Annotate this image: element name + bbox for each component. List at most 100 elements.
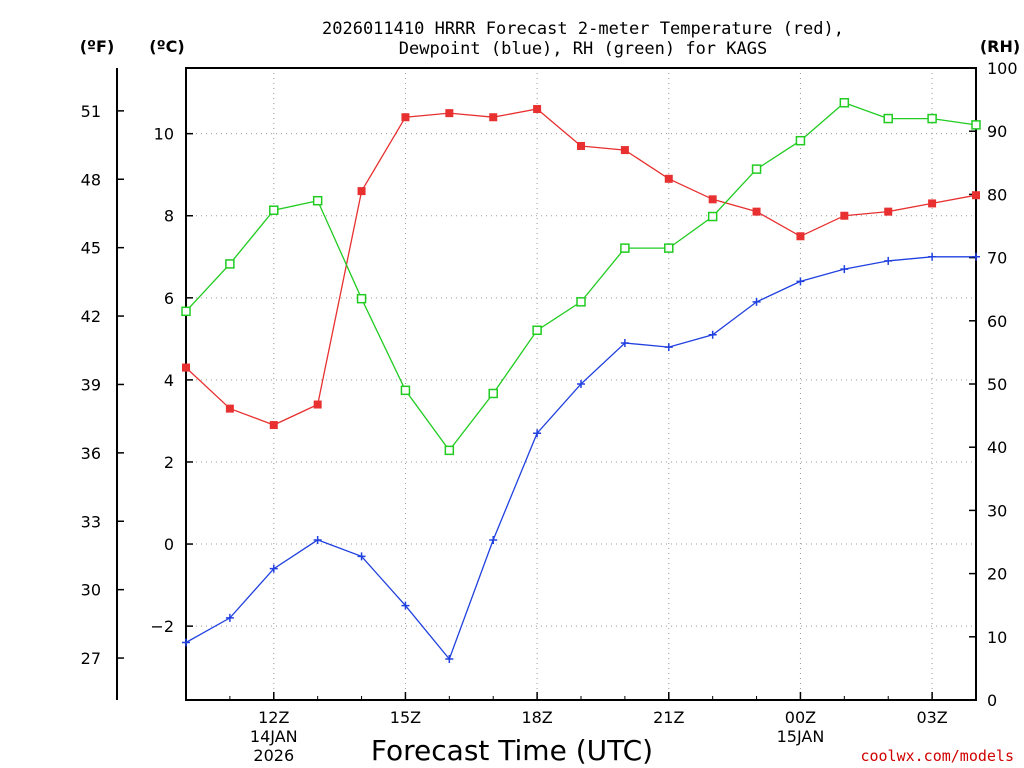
time-tick-label: 15Z [390,708,421,727]
rh-unit-label: (RH) [980,37,1020,56]
time-tick-label: 03Z [916,708,947,727]
dewpoint-marker [884,256,893,265]
temperature-marker [489,113,498,122]
rh-marker [795,135,806,146]
rh-tick-label: 90 [987,122,1007,141]
temperature-marker [577,141,585,150]
temperature-marker [972,191,980,200]
rh-marker [707,211,718,222]
credit-link[interactable]: coolwx.com/models [860,747,1014,765]
temperature-marker [269,421,278,430]
temperature-marker [620,146,629,155]
rh-marker [225,259,235,269]
dewpoint-marker [972,252,980,261]
fahrenheit-tick-label: 51 [81,102,101,121]
dewpoint-line [185,256,976,661]
dewpoint-marker [401,601,410,610]
celsius-tick-label: 6 [164,289,174,308]
date-label: 15JAN [777,727,825,746]
rh-marker [751,164,762,174]
dewpoint-marker [796,277,805,286]
dewpoint-marker [182,638,190,647]
temperature-marker [533,105,542,114]
temperature-marker [313,400,322,409]
celsius-tick-label: −2 [150,617,174,636]
fahrenheit-tick-label: 33 [81,512,101,531]
dewpoint-marker [445,654,454,663]
temperature-marker [928,199,937,208]
year-label: 2026 [253,746,294,765]
chart-title-line2: Dewpoint (blue), RH (green) for KAGS [399,39,767,59]
rh-marker [269,205,279,215]
fahrenheit-tick-label: 45 [81,239,101,258]
rh-tick-label: 100 [987,59,1018,78]
rh-tick-label: 60 [987,312,1007,331]
temperature-marker [708,195,717,204]
fahrenheit-tick-label: 39 [81,375,101,394]
rh-tick-label: 20 [987,565,1007,584]
temperature-marker [445,109,454,118]
rh-marker [181,306,191,317]
rh-marker [356,293,367,304]
dewpoint-marker [225,613,234,622]
time-tick-label: 18Z [521,708,552,727]
rh-marker [444,445,455,456]
rh-tick-label: 30 [987,501,1007,520]
x-axis-label: Forecast Time (UTC) [371,734,653,767]
rh-tick-label: 40 [987,438,1007,457]
fahrenheit-tick-label: 42 [81,307,101,326]
dewpoint-marker [620,338,629,347]
temperature-marker [752,207,761,216]
rh-marker [927,113,937,124]
temperature-marker [884,207,893,216]
rh-tick-label: 80 [987,185,1007,204]
dewpoint-marker [840,265,849,274]
rh-marker [400,385,411,396]
rh-marker [883,113,893,124]
celsius-tick-label: 0 [164,535,174,554]
rh-marker [839,98,850,108]
fahrenheit-unit-label: (ºF) [80,37,115,56]
fahrenheit-tick-label: 27 [81,649,101,668]
temperature-marker [182,363,190,372]
dewpoint-marker [752,297,761,306]
rh-tick-label: 70 [987,249,1007,268]
date-label: 14JAN [250,727,298,746]
rh-marker [971,120,981,130]
rh-marker [576,297,586,307]
dewpoint-marker [533,429,542,438]
rh-marker [312,195,323,206]
temperature-marker [840,211,849,220]
rh-tick-label: 50 [987,375,1007,394]
time-tick-label: 12Z [258,708,289,727]
dewpoint-marker [708,330,717,339]
fahrenheit-tick-label: 30 [81,581,101,600]
rh-marker [488,388,498,399]
temperature-marker [225,404,234,413]
axis-ticks: −2 0 2 4 6 8 10 27 30 33 36 39 42 45 48 51 0 10 20 30 40 50 60… [81,59,1018,765]
dewpoint-marker [357,552,366,561]
dewpoint-marker [489,535,498,544]
celsius-tick-label: 10 [154,125,174,144]
temperature-marker [357,187,366,196]
grid-lines [186,68,976,700]
dewpoint-marker [928,252,937,261]
rh-marker [620,243,630,253]
temperature-marker [664,174,673,183]
data-series [181,98,981,663]
dewpoint-marker [269,564,278,573]
temperature-marker [401,113,410,122]
celsius-tick-label: 8 [164,207,174,226]
rh-marker [532,325,542,336]
rh-tick-label: 0 [987,691,997,710]
rh-line [185,102,977,452]
dewpoint-marker [664,343,673,352]
celsius-tick-label: 2 [164,453,174,472]
time-tick-label: 00Z [785,708,816,727]
fahrenheit-tick-label: 36 [81,444,101,463]
chart-title-line1: 2026011410 HRRR Forecast 2-meter Tempera… [322,19,844,39]
temperature-marker [796,232,805,241]
rh-marker [664,243,674,253]
rh-tick-label: 10 [987,628,1007,647]
